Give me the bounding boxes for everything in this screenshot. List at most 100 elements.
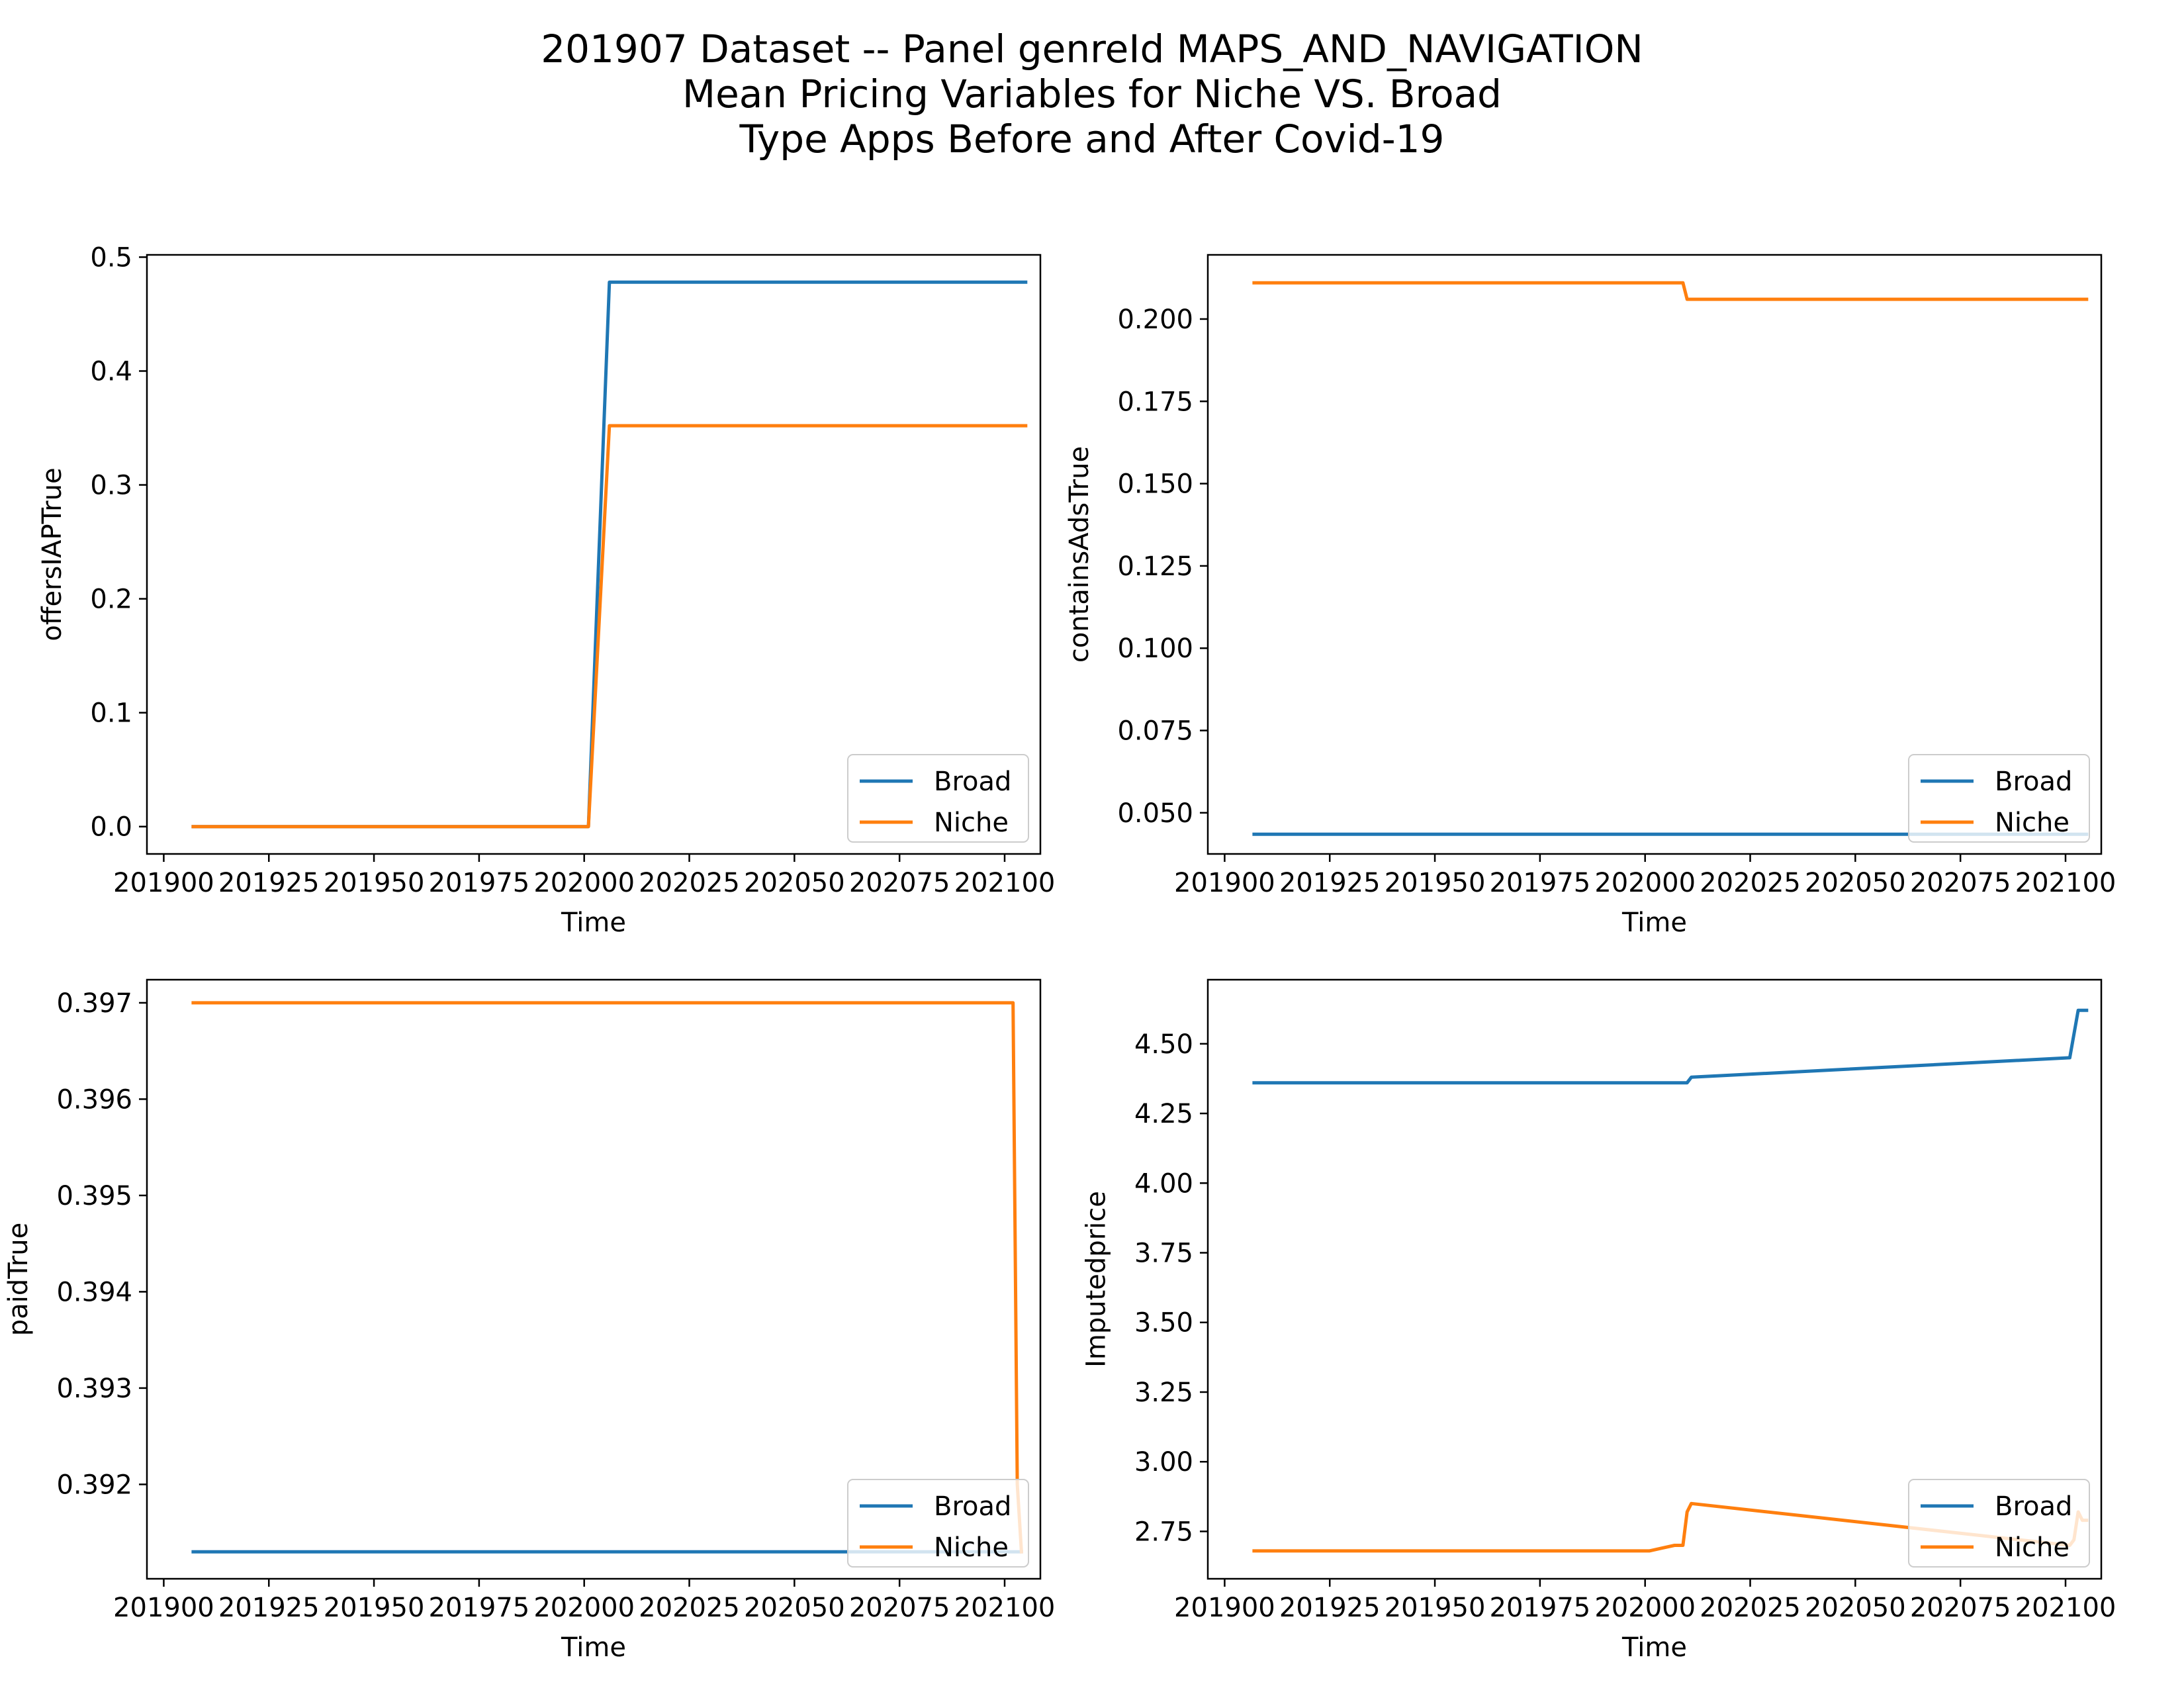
x-tick-label: 202000 [533,1593,635,1623]
legend-label-broad: Broad [1995,767,2072,797]
x-tick-label: 201900 [1174,868,1275,898]
series-line-niche [191,424,1028,829]
y-tick-label: 3.25 [1134,1378,1193,1408]
x-axis-label: Time [561,908,626,938]
figure-title-line-2: Mean Pricing Variables for Niche VS. Bro… [682,71,1502,117]
y-tick-label: 3.75 [1134,1239,1193,1269]
x-tick-label: 201925 [218,868,320,898]
legend-label-niche: Niche [1995,808,2070,838]
legend-box [847,1479,1029,1568]
x-tick-label: 201950 [1385,868,1486,898]
x-tick-label: 201975 [1490,1593,1591,1623]
x-tick-label: 201975 [429,868,530,898]
x-tick-label: 201950 [324,1593,425,1623]
x-tick-label: 202075 [849,868,950,898]
x-tick-label: 201925 [1279,868,1381,898]
y-tick-label: 0.050 [1117,798,1193,829]
y-tick-label: 0.175 [1117,387,1193,417]
legend-label-broad: Broad [934,1491,1011,1522]
subplot-4: 201900 201925 201950 201975 202000 202025 2020… [1081,978,2116,1663]
series-line-niche [1252,281,2089,301]
figure-title-line-1: 201907 Dataset -- Panel genreId MAPS_AND… [541,26,1643,71]
legend-label-niche: Niche [1995,1532,2070,1563]
x-tick-label: 201975 [1490,868,1591,898]
figure-title-line-3: Type Apps Before and After Covid-19 [739,117,1445,162]
y-tick-label: 0.125 [1117,551,1193,582]
legend-box [847,754,1029,843]
x-tick-label: 201925 [1279,1593,1381,1623]
x-tick-label: 202050 [1805,868,1906,898]
x-tick-label: 202025 [1700,868,1801,898]
x-tick-label: 202025 [1700,1593,1801,1623]
legend-label-broad: Broad [934,767,1011,797]
series-line-niche [191,1001,1024,1554]
x-tick-label: 201950 [324,868,425,898]
legend: Broad Niche [847,1479,1029,1568]
y-tick-label: 0.392 [56,1470,132,1500]
subplot-3: 201900 201925 201950 201975 202000 202025 2020… [3,978,1056,1663]
legend-box [1908,1479,2090,1568]
y-tick-label: 3.00 [1134,1447,1193,1477]
y-axis-label: paidTrue [3,1223,34,1336]
subplot-2: 201900 201925 201950 201975 202000 202025 2020… [1064,254,2116,938]
x-tick-label: 201925 [218,1593,320,1623]
y-tick-label: 4.25 [1134,1099,1193,1129]
x-tick-label: 202075 [1910,1593,2011,1623]
y-tick-label: 0.393 [56,1374,132,1404]
x-tick-label: 202025 [639,1593,740,1623]
x-tick-label: 201950 [1385,1593,1486,1623]
x-tick-label: 202000 [533,868,635,898]
y-tick-label: 0.4 [90,356,132,387]
legend-label-niche: Niche [934,1532,1009,1563]
y-axis-label: Imputedprice [1081,1191,1111,1368]
y-tick-label: 4.50 [1134,1029,1193,1060]
plot-frame [146,254,1042,855]
y-tick-label: 0.3 [90,471,132,501]
legend: Broad Niche [1908,1479,2090,1568]
subplot-1: 201900 201925 201950 201975 202000 202025 2020… [37,242,1056,938]
y-tick-label: 0.075 [1117,716,1193,747]
x-tick-label: 202100 [954,868,1056,898]
legend-label-broad: Broad [1995,1491,2072,1522]
legend: Broad Niche [847,754,1029,843]
y-tick-label: 0.397 [56,988,132,1019]
y-tick-label: 0.0 [90,812,132,843]
x-tick-label: 202100 [2015,868,2116,898]
y-tick-label: 3.50 [1134,1308,1193,1338]
plot-frame [146,978,1042,1580]
y-tick-label: 0.200 [1117,305,1193,335]
legend-box [1908,754,2090,843]
y-tick-label: 4.00 [1134,1168,1193,1199]
legend-label-niche: Niche [934,808,1009,838]
y-tick-label: 0.150 [1117,469,1193,500]
x-tick-label: 202075 [1910,868,2011,898]
x-tick-label: 202100 [2015,1593,2116,1623]
y-tick-label: 0.1 [90,698,132,729]
x-tick-label: 201975 [429,1593,530,1623]
x-tick-label: 202000 [1594,868,1696,898]
x-tick-label: 202000 [1594,1593,1696,1623]
y-tick-label: 0.396 [56,1084,132,1115]
y-tick-label: 0.2 [90,585,132,615]
x-tick-label: 201900 [113,868,214,898]
x-tick-label: 202025 [639,868,740,898]
y-tick-label: 0.394 [56,1277,132,1307]
plot-frame [1206,978,2103,1580]
x-tick-label: 202050 [744,1593,845,1623]
y-tick-label: 2.75 [1134,1517,1193,1547]
y-tick-label: 0.100 [1117,633,1193,664]
x-tick-label: 202075 [849,1593,950,1623]
y-axis-label: offersIAPTrue [37,467,68,641]
y-tick-label: 0.5 [90,242,132,273]
x-axis-label: Time [1621,908,1687,938]
y-axis-label: containsAdsTrue [1064,446,1095,663]
x-axis-label: Time [1621,1632,1687,1663]
legend: Broad Niche [1908,754,2090,843]
y-tick-label: 0.395 [56,1181,132,1211]
series-line-broad [1252,1008,2089,1085]
x-tick-label: 202050 [1805,1593,1906,1623]
x-axis-label: Time [561,1632,626,1663]
x-tick-label: 202100 [954,1593,1056,1623]
x-tick-label: 201900 [113,1593,214,1623]
